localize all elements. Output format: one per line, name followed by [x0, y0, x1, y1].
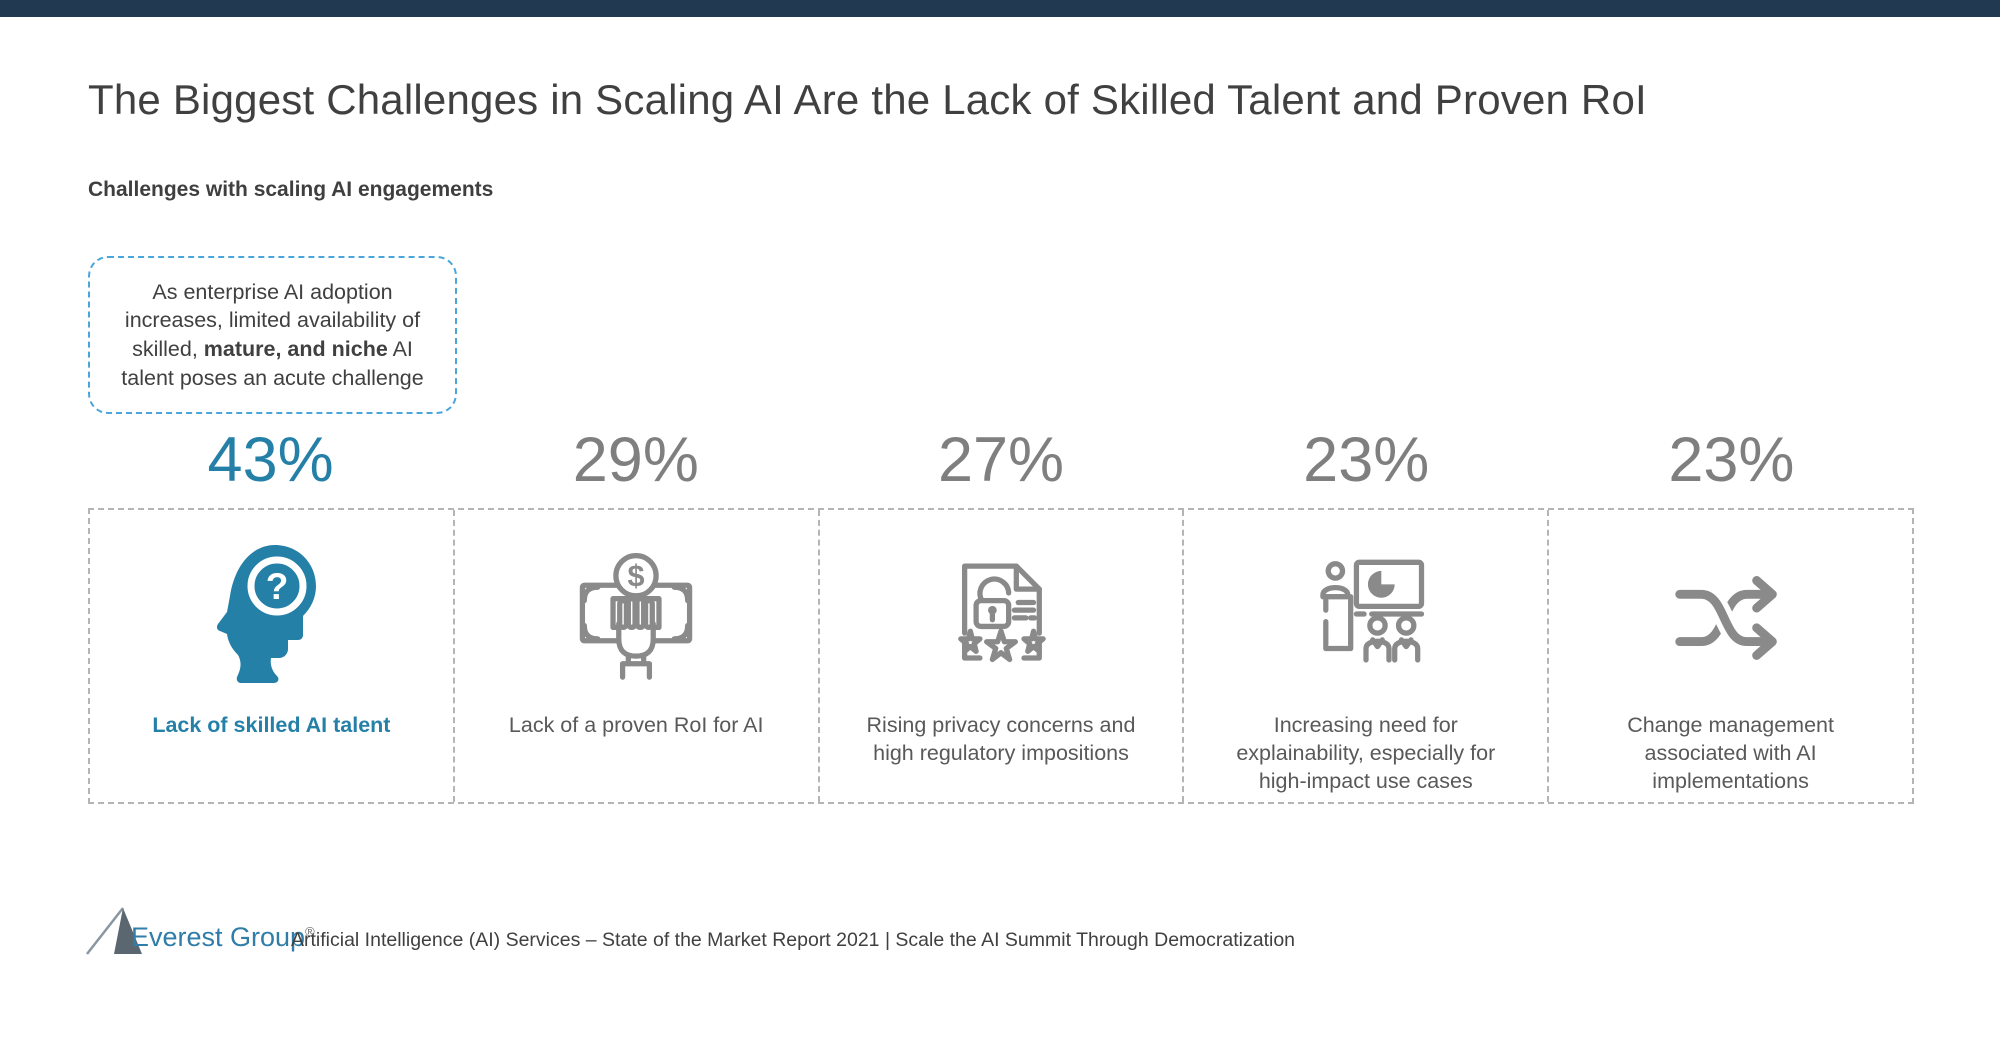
head-question-icon: ?: [209, 516, 333, 712]
mountain-logo-icon: [86, 907, 142, 955]
card-label: Increasing need for explainability, espe…: [1236, 713, 1496, 793]
explainability-presentation-icon: [1299, 516, 1433, 712]
card-skilled-talent: ? Lack of skilled AI talent: [90, 510, 453, 802]
card-change-management: Change management associated with AI imp…: [1547, 510, 1912, 802]
percent-row: 43% 29% 27% 23% 23%: [88, 420, 1914, 500]
percent-value: 29%: [572, 425, 699, 495]
card-label: Rising privacy concerns and high regulat…: [866, 713, 1136, 765]
percent-value: 23%: [1303, 425, 1430, 495]
page-title: The Biggest Challenges in Scaling AI Are…: [88, 76, 1647, 123]
registered-mark: ®: [305, 924, 315, 939]
money-hand-icon: $: [569, 516, 703, 712]
challenge-cards: ? Lack of skilled AI talent $: [88, 508, 1914, 804]
callout-text: As enterprise AI adoption increases, lim…: [121, 279, 424, 390]
percent-value: 43%: [207, 425, 334, 495]
card-label: Lack of a proven RoI for AI: [508, 713, 764, 737]
top-bar: [0, 0, 2000, 17]
privacy-document-icon: [934, 516, 1068, 712]
card-label: Lack of skilled AI talent: [152, 713, 391, 737]
card-proven-roi: $ Lack of a proven RoI for AI: [452, 510, 818, 802]
percent-value: 23%: [1668, 425, 1795, 495]
callout-box: As enterprise AI adoption increases, lim…: [88, 256, 457, 414]
svg-text:?: ?: [266, 566, 289, 607]
card-privacy: Rising privacy concerns and high regulat…: [817, 510, 1183, 802]
chart-subtitle: Challenges with scaling AI engagements: [88, 178, 494, 201]
card-explainability: Increasing need for explainability, espe…: [1182, 510, 1547, 802]
brand-name: Everest Group®: [131, 922, 315, 952]
footer-tagline: Artificial Intelligence (AI) Services – …: [291, 929, 1296, 951]
footer: Everest Group® Artificial Intelligence (…: [85, 898, 1685, 968]
shuffle-arrows-icon: [1662, 516, 1800, 712]
percent-value: 27%: [937, 425, 1065, 495]
card-label: Change management associated with AI imp…: [1627, 713, 1834, 793]
svg-text:$: $: [628, 559, 645, 593]
